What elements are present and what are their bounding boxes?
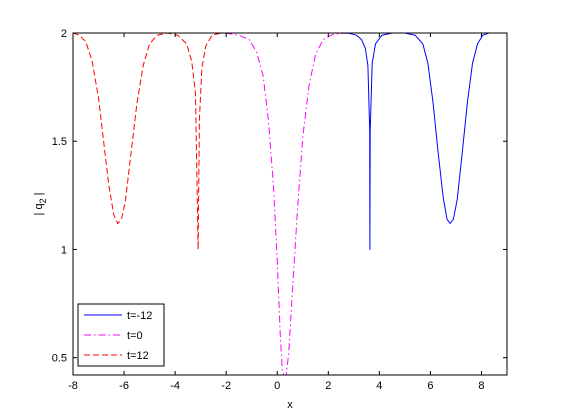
y-tick-label: 2 (61, 28, 67, 40)
x-tick-label: -4 (170, 380, 180, 392)
series-line-1 (210, 32, 347, 376)
series-layer (72, 32, 497, 376)
legend: t=-12 t=0 t=12 (77, 303, 165, 367)
legend-label-t-12: t=12 (127, 350, 149, 362)
x-tick-label: -8 (68, 380, 78, 392)
x-tick-label: 2 (325, 380, 331, 392)
legend-label-t-0: t=0 (127, 330, 143, 342)
x-axis-label: x (287, 399, 293, 411)
x-tick-label: 0 (274, 380, 280, 392)
y-axis-label-subscript: 2 (38, 198, 48, 203)
x-tick-label: 8 (478, 380, 484, 392)
axes-box (72, 32, 508, 376)
y-tick-label: 1 (61, 244, 67, 256)
series-line-0 (338, 32, 497, 250)
legend-label-t-minus-12: t=-12 (127, 310, 152, 322)
legend-box (77, 303, 165, 367)
series-line-2 (72, 32, 232, 250)
x-tick-label: -6 (119, 380, 129, 392)
x-tick-label: -2 (221, 380, 231, 392)
x-tick-label: 4 (376, 380, 382, 392)
y-axis-label: | q2| (33, 193, 48, 216)
y-tick-label: 0.5 (52, 353, 67, 365)
ticks-layer: -8 -6 -4 -2 0 2 4 6 8 0.5 1 1.5 2 (52, 28, 507, 392)
y-axis-label-end: | (33, 193, 45, 196)
y-tick-label: 1.5 (52, 136, 67, 148)
x-tick-label: 6 (427, 380, 433, 392)
